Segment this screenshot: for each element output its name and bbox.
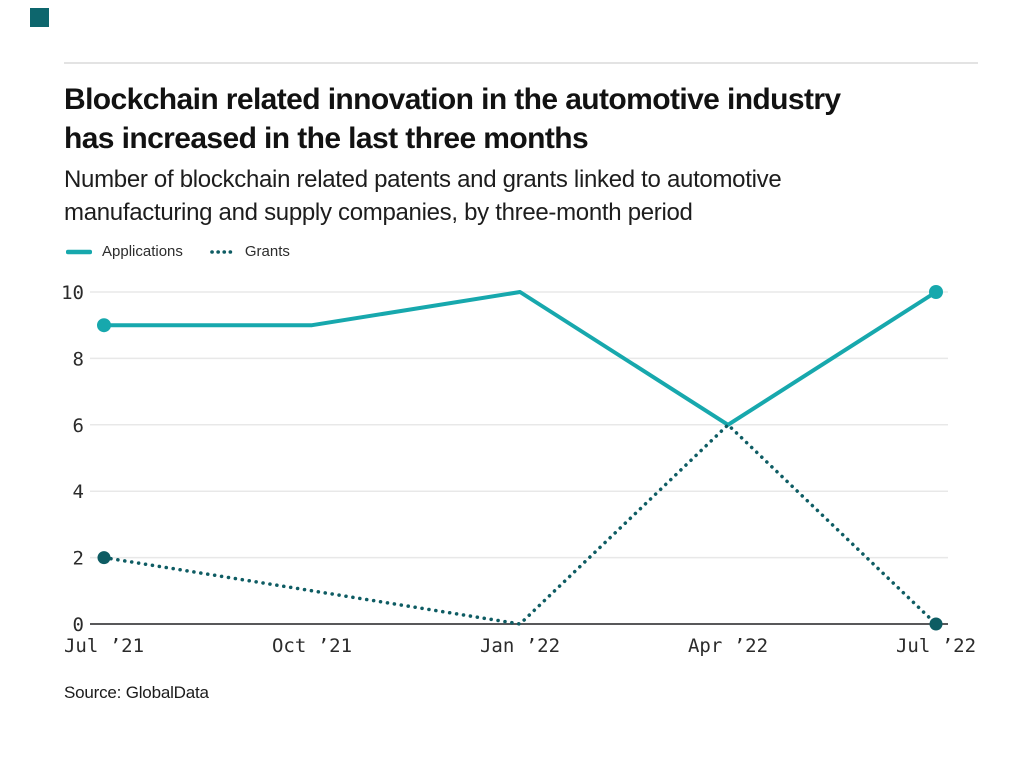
chart-legend: Applications Grants [66, 243, 290, 260]
x-axis-labels: Jul ’21 Oct ’21 Jan ’22 Apr ’22 Jul ’22 [64, 635, 976, 657]
legend-label-applications: Applications [102, 243, 183, 260]
legend-dotted-line-icon [210, 249, 235, 254]
y-tick-label-10: 10 [61, 282, 84, 304]
x-tick-label-4: Jul ’22 [896, 635, 976, 657]
brand-square-logo [30, 8, 49, 27]
legend-label-grants: Grants [244, 243, 290, 260]
legend-item-grants: Grants [209, 243, 290, 260]
y-tick-label-4: 4 [73, 481, 84, 503]
series-endpoint-grants-4 [929, 617, 943, 631]
top-divider-line [64, 62, 978, 64]
x-tick-label-0: Jul ’21 [64, 635, 144, 657]
y-axis-labels: 0 2 4 6 8 10 [61, 282, 84, 636]
series-endpoint-applications-4 [929, 285, 943, 299]
series-endpoint-applications-0 [97, 318, 111, 333]
source-attribution: Source: GlobalData [64, 683, 209, 702]
y-tick-label-2: 2 [73, 548, 84, 570]
y-tick-label-0: 0 [73, 614, 84, 636]
subtitle-line-1: Number of blockchain related patents and… [64, 166, 782, 193]
title-line-1: Blockchain related innovation in the aut… [64, 83, 841, 116]
x-tick-label-3: Apr ’22 [688, 635, 768, 657]
y-tick-label-6: 6 [73, 415, 84, 437]
series-line-grants [102, 423, 938, 626]
page-title: Blockchain related innovation in the aut… [64, 80, 994, 158]
page-subtitle: Number of blockchain related patents and… [64, 163, 994, 229]
y-tick-label-8: 8 [73, 348, 84, 370]
legend-solid-line-icon [66, 249, 92, 254]
x-tick-label-1: Oct ’21 [272, 635, 352, 657]
data-series [97, 285, 943, 631]
title-line-2: has increased in the last three months [64, 122, 589, 155]
legend-item-applications: Applications [66, 243, 183, 260]
gridlines [90, 291, 948, 625]
series-endpoint-grants-0 [97, 551, 111, 565]
x-tick-label-2: Jan ’22 [480, 635, 560, 657]
series-line-applications [104, 290, 938, 427]
subtitle-line-2: manufacturing and supply companies, by t… [64, 199, 693, 226]
